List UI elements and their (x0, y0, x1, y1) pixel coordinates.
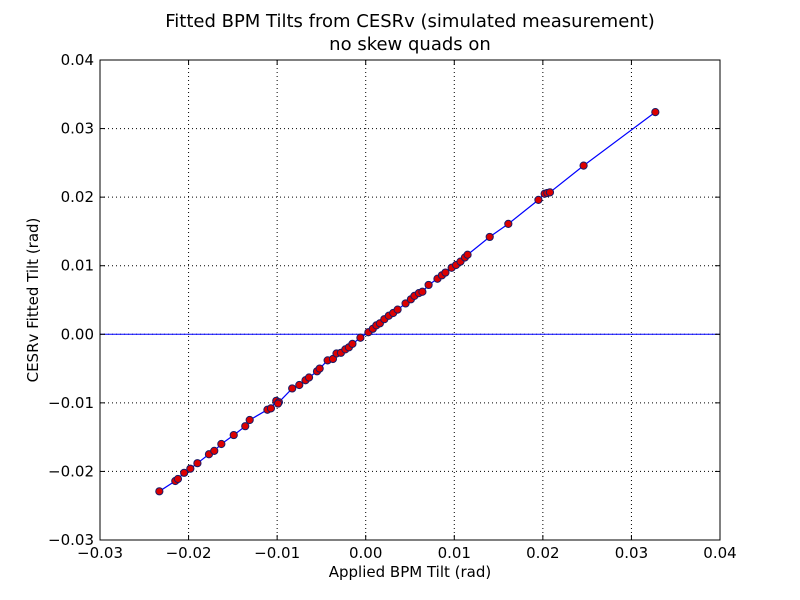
x-tick-labels: −0.03 −0.02 −0.01 0.00 0.01 0.02 0.03 0.04 (77, 544, 737, 562)
data-point (210, 446, 219, 455)
y-tick-labels: −0.03 −0.02 −0.01 0.00 0.01 0.02 0.03 0.04 (48, 51, 94, 549)
data-point (463, 250, 472, 259)
data-point (424, 280, 433, 290)
x-axis-label: Applied BPM Tilt (rad) (329, 563, 491, 581)
data-point (579, 161, 588, 170)
data-point (441, 268, 450, 277)
data-point (217, 439, 226, 449)
x-tick-label: 0.01 (438, 544, 471, 562)
data-point (356, 333, 365, 342)
data-point (393, 305, 402, 314)
x-tick-label: 0.00 (349, 544, 382, 562)
data-points (155, 108, 660, 496)
data-point (241, 422, 250, 431)
plot-frame (99, 59, 721, 541)
y-tick-label: 0.04 (61, 51, 94, 69)
data-point (651, 108, 660, 117)
data-point (229, 430, 238, 440)
data-point (315, 364, 324, 373)
data-point (173, 474, 183, 484)
x-tick-label: −0.02 (166, 544, 212, 562)
data-point (155, 487, 164, 496)
data-point (273, 399, 283, 408)
y-tick-label: −0.03 (48, 531, 94, 549)
data-point (180, 468, 189, 477)
data-point (193, 459, 202, 468)
y-tick-label: −0.01 (48, 394, 94, 412)
data-point (348, 339, 357, 348)
axis-ticks (99, 59, 721, 541)
x-tick-label: 0.03 (615, 544, 648, 562)
data-point (545, 188, 555, 197)
x-tick-label: 0.02 (526, 544, 559, 562)
y-tick-label: 0.00 (61, 325, 94, 343)
chart-subtitle: no skew quads on (329, 34, 491, 55)
x-tick-label: −0.01 (254, 544, 300, 562)
data-point (401, 299, 410, 308)
data-point (485, 232, 494, 242)
data-point (295, 380, 304, 390)
y-tick-label: 0.03 (61, 120, 94, 138)
chart-title: Fitted BPM Tilts from CESRv (simulated m… (165, 11, 655, 32)
data-point (418, 287, 427, 296)
data-point (245, 415, 254, 425)
x-tick-label: −0.03 (77, 544, 123, 562)
data-point (304, 373, 314, 382)
y-tick-label: 0.01 (61, 257, 94, 275)
data-point (534, 195, 543, 204)
data-point (186, 464, 195, 473)
data-point (288, 384, 297, 393)
data-point (504, 219, 513, 228)
y-tick-label: 0.02 (61, 188, 94, 206)
y-tick-label: −0.02 (48, 462, 94, 480)
x-tick-label: 0.04 (703, 544, 736, 562)
y-axis-label: CESRv Fitted Tilt (rad) (24, 218, 42, 383)
data-point (266, 404, 276, 413)
